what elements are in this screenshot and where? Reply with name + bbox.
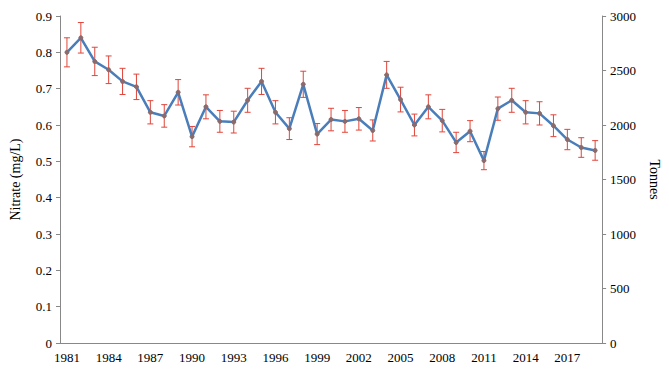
svg-text:2002: 2002	[346, 350, 372, 365]
svg-text:3000: 3000	[610, 9, 636, 24]
svg-text:0.5: 0.5	[36, 154, 52, 169]
svg-text:0: 0	[610, 336, 617, 351]
svg-text:0: 0	[46, 336, 53, 351]
svg-text:0.7: 0.7	[36, 81, 53, 96]
svg-text:2000: 2000	[610, 118, 636, 133]
svg-text:2017: 2017	[554, 350, 581, 365]
svg-text:0.6: 0.6	[36, 118, 53, 133]
svg-text:2500: 2500	[610, 63, 636, 78]
svg-text:2014: 2014	[513, 350, 540, 365]
svg-text:1981: 1981	[54, 350, 80, 365]
svg-text:0.2: 0.2	[36, 263, 52, 278]
svg-text:0.3: 0.3	[36, 227, 52, 242]
svg-text:0.1: 0.1	[36, 299, 52, 314]
svg-text:500: 500	[610, 281, 630, 296]
svg-text:Tonnes: Tonnes	[647, 159, 662, 199]
svg-text:2011: 2011	[471, 350, 497, 365]
svg-text:1000: 1000	[610, 227, 636, 242]
svg-text:1987: 1987	[137, 350, 164, 365]
svg-text:1984: 1984	[96, 350, 123, 365]
svg-text:0.8: 0.8	[36, 45, 52, 60]
svg-text:2008: 2008	[429, 350, 455, 365]
svg-text:1999: 1999	[304, 350, 330, 365]
svg-text:2005: 2005	[388, 350, 414, 365]
svg-text:0.4: 0.4	[36, 190, 53, 205]
svg-text:0.9: 0.9	[36, 9, 52, 24]
svg-text:1990: 1990	[179, 350, 205, 365]
svg-text:1500: 1500	[610, 172, 636, 187]
svg-text:1993: 1993	[221, 350, 247, 365]
svg-text:1996: 1996	[262, 350, 289, 365]
svg-text:Nitrate (mg/L): Nitrate (mg/L)	[8, 138, 24, 220]
